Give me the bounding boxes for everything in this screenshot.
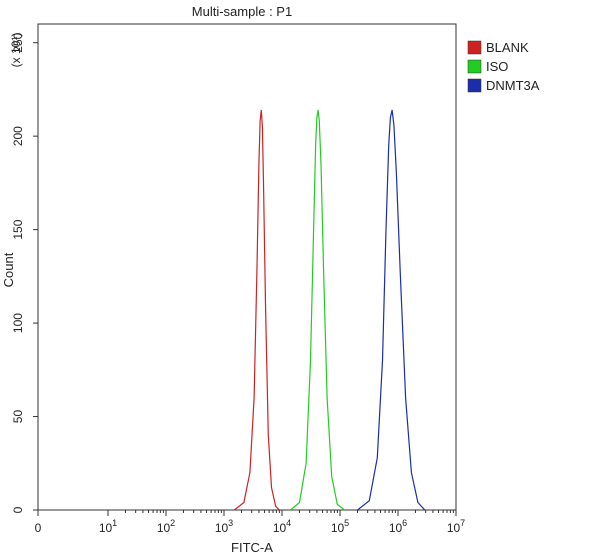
histogram-series [233,109,426,511]
x-tick-label: 103 [215,518,233,535]
series-line-blank [233,109,280,511]
legend-label: ISO [486,59,508,74]
x-tick-label: 107 [447,518,465,535]
y-tick-label: 150 [11,219,25,239]
series-line-dnmt3a [357,109,426,511]
legend: BLANK ISO DNMT3A [467,40,540,93]
y-tick-label: 250 [11,32,25,52]
x-tick-label: 101 [99,518,117,535]
x-tick-label: 105 [331,518,349,535]
y-tick-label: 200 [11,126,25,146]
legend-swatch [467,59,482,74]
series-line-iso [290,109,345,511]
axis-ticks: 0 50 100 150 200 250 0 101 102 103 104 105 106 107 [11,32,465,535]
x-tick-label: 0 [35,521,42,535]
legend-swatch [467,78,482,93]
chart-title: Multi-sample : P1 [192,4,292,19]
y-tick-label: 50 [11,410,25,424]
y-tick-label: 0 [11,506,25,513]
x-tick-label: 102 [157,518,175,535]
y-axis-label: Count [1,252,16,287]
legend-label: DNMT3A [486,78,540,93]
x-axis-label: FITC-A [231,540,273,555]
x-tick-label: 106 [389,518,407,535]
legend-swatch [467,40,482,55]
y-multiplier-label: (x 10¹) [9,33,23,68]
legend-label: BLANK [486,40,529,55]
x-tick-label: 104 [273,518,291,535]
y-tick-label: 100 [11,313,25,333]
plot-frame [37,23,457,511]
